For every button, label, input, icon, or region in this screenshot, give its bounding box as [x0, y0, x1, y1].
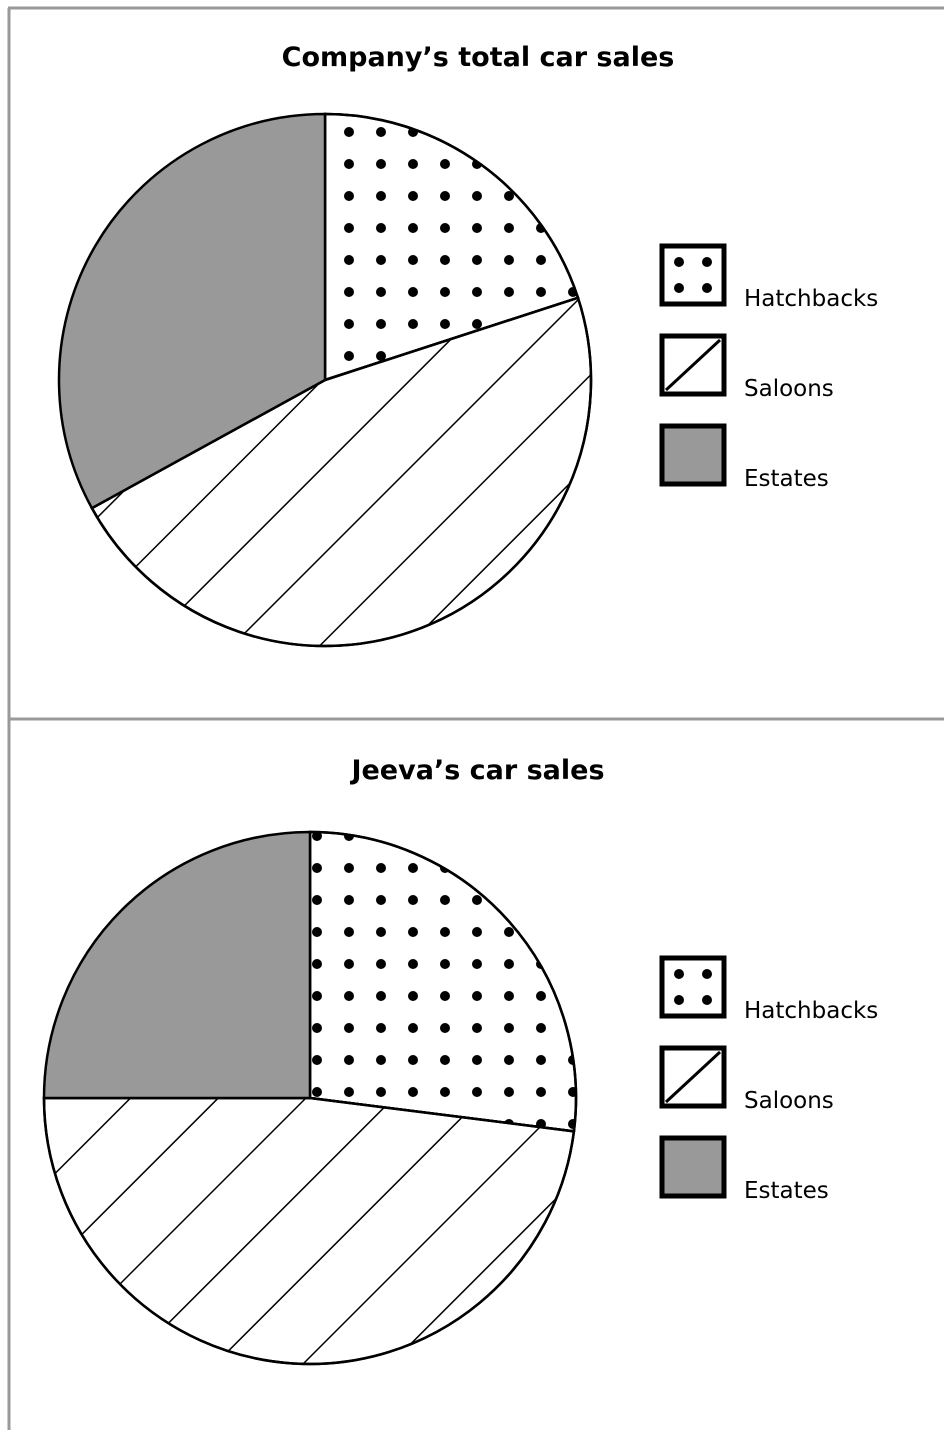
- pie-slice-estates: [57, 112, 327, 510]
- legend-item-saloons: Saloons: [659, 333, 834, 402]
- pie-slice-estates: [42, 830, 312, 1100]
- legend-swatch-dots: [659, 955, 727, 1019]
- legend-label: Saloons: [744, 1088, 834, 1114]
- legend-dot: [674, 283, 684, 293]
- legend-item-estates: Estates: [659, 423, 829, 492]
- legend-item-saloons: Saloons: [659, 1045, 834, 1114]
- legend-dot: [674, 995, 684, 1005]
- legend-dot: [702, 969, 712, 979]
- legend-dot: [702, 995, 712, 1005]
- legend-label: Hatchbacks: [744, 998, 878, 1024]
- legend-item-hatchbacks: Hatchbacks: [659, 955, 878, 1024]
- legend-swatch-solid-grey: [659, 423, 727, 487]
- legend-label: Estates: [744, 466, 829, 492]
- legend-dot: [674, 257, 684, 267]
- legend-label: Hatchbacks: [744, 286, 878, 312]
- pie-chart: [57, 112, 593, 648]
- pie-slice-pattern-hatchbacks: [308, 830, 578, 1133]
- legend-hatch-line: [664, 338, 722, 392]
- chart-legend: Hatchbacks Saloons Estates: [659, 243, 878, 492]
- legend-item-estates: Estates: [659, 1135, 829, 1204]
- pie-slice-pattern-saloons: [42, 1096, 576, 1366]
- legend-dot: [674, 969, 684, 979]
- pie-slice-pattern-saloons: [90, 296, 593, 648]
- legend-dot: [702, 283, 712, 293]
- legend-label: Saloons: [744, 376, 834, 402]
- chart-legend: Hatchbacks Saloons Estates: [659, 955, 878, 1204]
- legend-item-hatchbacks: Hatchbacks: [659, 243, 878, 312]
- chart-panel-jeeva: Jeeva’s car sales Hatchbacks Saloons Estat…: [42, 755, 878, 1366]
- legend-dot: [702, 257, 712, 267]
- legend-label: Estates: [744, 1178, 829, 1204]
- pie-chart: [42, 830, 578, 1366]
- legend-hatch-line: [664, 1050, 722, 1104]
- chart-title: Company’s total car sales: [282, 42, 675, 73]
- chart-panel-company: Company’s total car sales Hatchbacks Salo…: [57, 42, 878, 648]
- chart-title: Jeeva’s car sales: [349, 755, 604, 786]
- legend-swatch-solid-grey: [659, 1135, 727, 1199]
- pie-slice-pattern-hatchbacks: [323, 112, 580, 382]
- legend-swatch-dots: [659, 243, 727, 307]
